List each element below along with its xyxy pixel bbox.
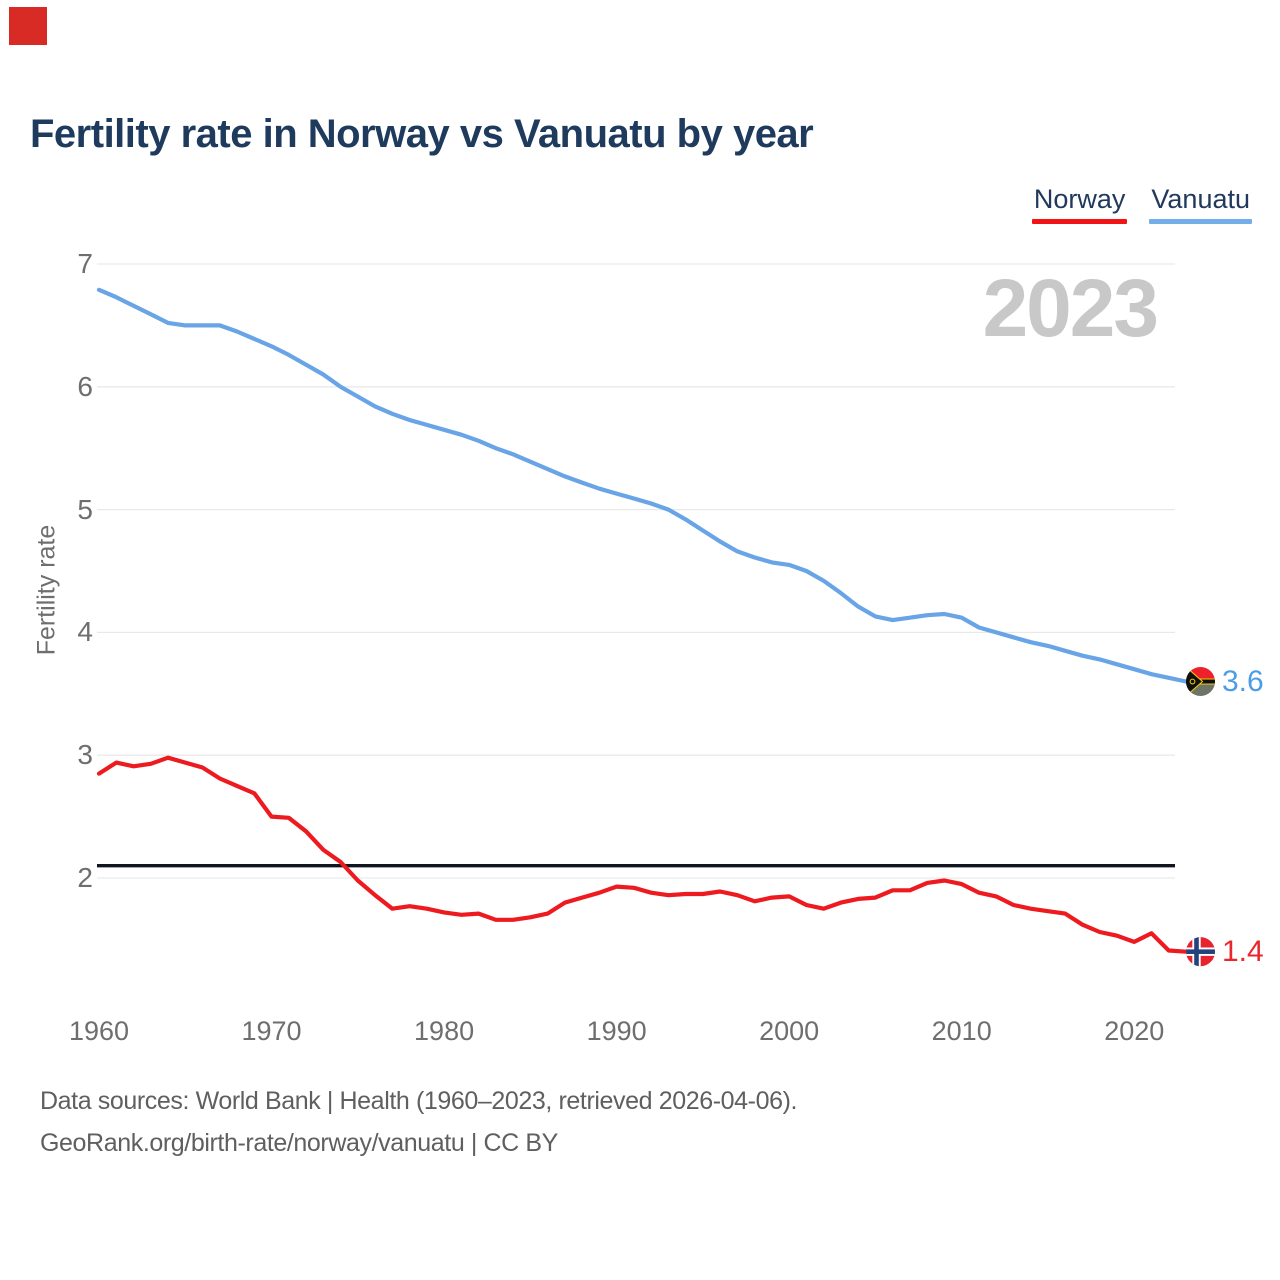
x-tick-label: 1980 [414, 1016, 475, 1046]
x-tick-label: 2010 [931, 1016, 992, 1046]
vanuatu-end-value: 3.6 [1222, 664, 1264, 698]
norway-flag-icon [1186, 937, 1215, 967]
footer: Data sources: World Bank | Health (1960–… [40, 1087, 797, 1171]
y-tick-label: 4 [77, 616, 93, 648]
legend: Norway Vanuatu [1031, 184, 1252, 224]
y-tick-label: 6 [77, 370, 93, 402]
series-lines [96, 287, 1189, 954]
legend-label-norway: Norway [1033, 184, 1126, 214]
x-tick-label: 2020 [1104, 1016, 1165, 1046]
legend-label-vanuatu: Vanuatu [1151, 184, 1250, 214]
legend-underline-norway [1031, 219, 1128, 224]
x-tick-label: 1990 [586, 1016, 647, 1046]
watermark-year: 2023 [982, 263, 1159, 354]
page-title: Fertility rate in Norway vs Vanuatu by y… [30, 112, 814, 156]
footer-attribution-line: GeoRank.org/birth-rate/norway/vanuatu | … [40, 1129, 558, 1157]
x-tick-label: 1970 [241, 1016, 302, 1046]
y-tick-label: 3 [77, 739, 93, 771]
x-tick-label: 2000 [759, 1016, 820, 1046]
vanuatu-flag-icon [1186, 667, 1215, 697]
norway-end-value: 1.4 [1222, 934, 1264, 968]
y-tick-label: 7 [77, 248, 93, 279]
y-tick-label: 2 [77, 862, 93, 893]
red-corner-marker [9, 7, 47, 45]
legend-underline-vanuatu [1149, 219, 1252, 224]
gridlines [97, 263, 1175, 879]
x-tick-label: 1960 [68, 1016, 130, 1046]
y-tick-label: 5 [77, 493, 93, 525]
legend-item-norway[interactable]: Norway [1031, 184, 1128, 224]
footer-source-line: Data sources: World Bank | Health (1960–… [40, 1087, 798, 1115]
legend-item-vanuatu[interactable]: Vanuatu [1149, 186, 1252, 224]
